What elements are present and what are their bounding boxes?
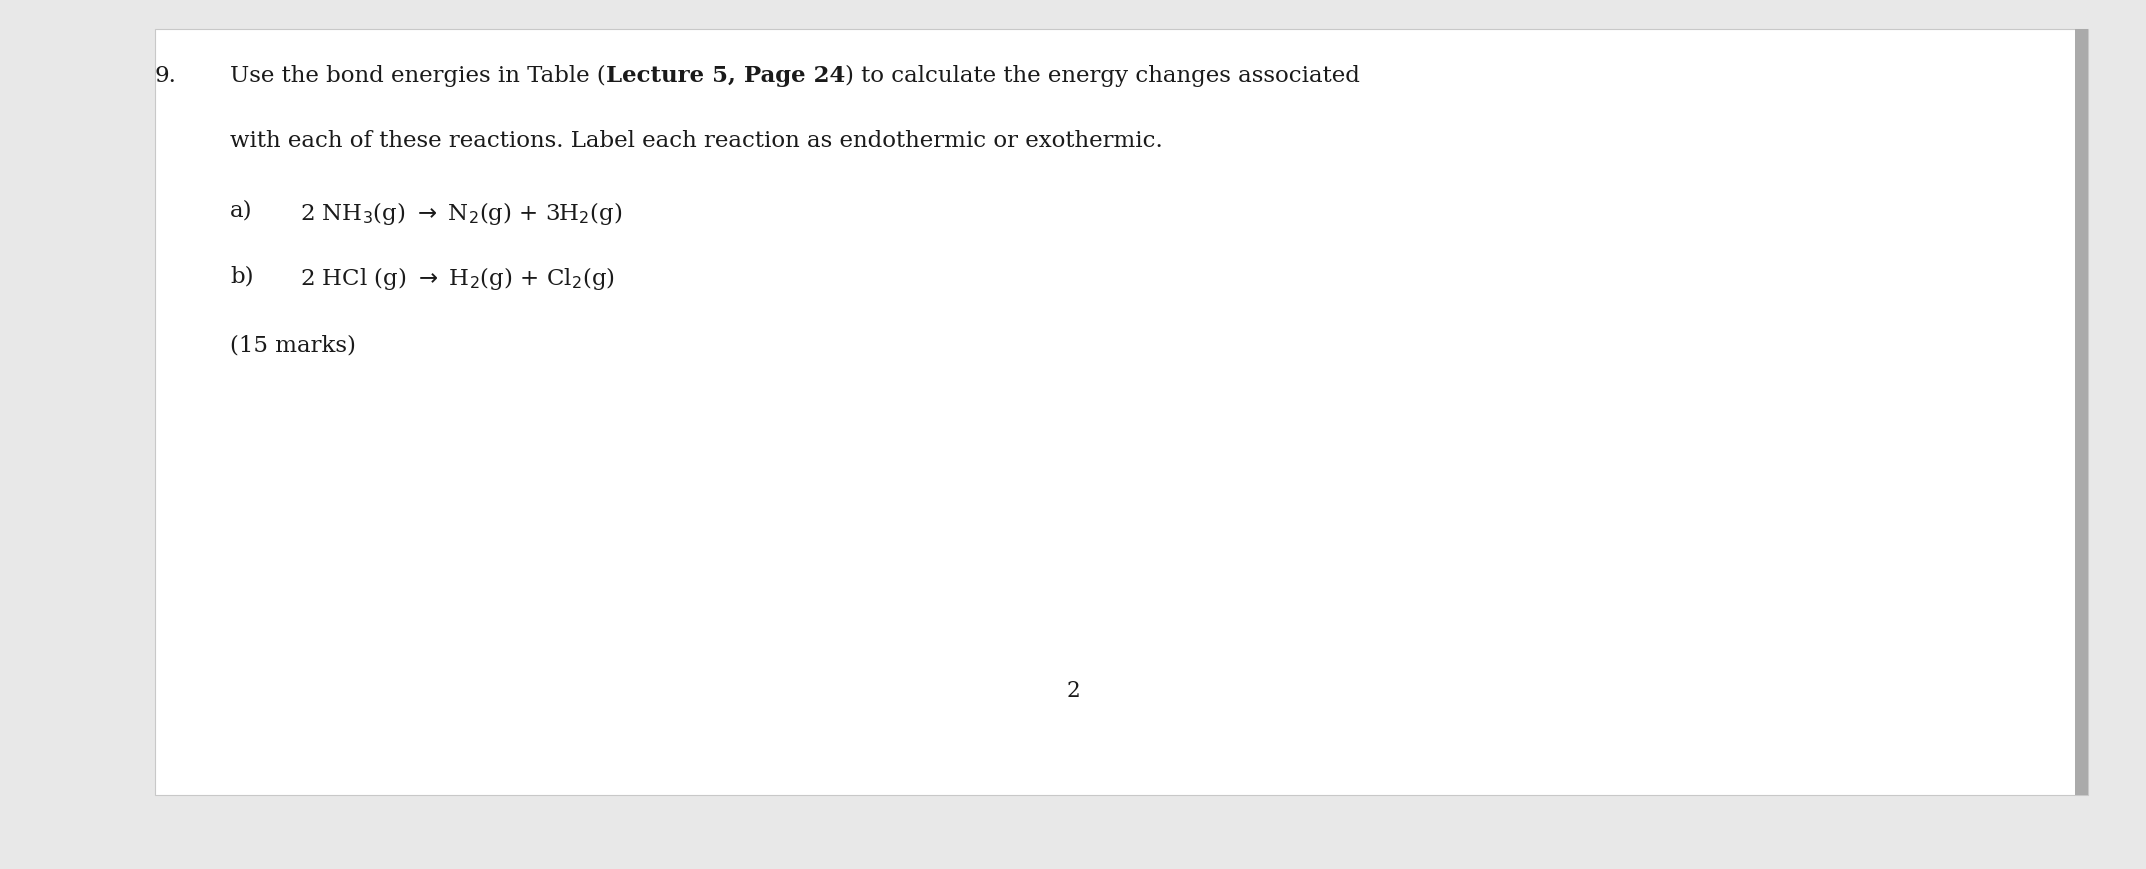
Text: 2 NH$_3$(g) $\rightarrow$ N$_2$(g) + 3H$_2$(g): 2 NH$_3$(g) $\rightarrow$ N$_2$(g) + 3H$… <box>300 200 622 227</box>
Text: ) to calculate the energy changes associated: ) to calculate the energy changes associ… <box>846 65 1361 87</box>
Text: (15 marks): (15 marks) <box>230 335 356 356</box>
Bar <box>155 30 2088 795</box>
Text: 2: 2 <box>1067 680 1079 701</box>
Text: 9.: 9. <box>155 65 176 87</box>
Text: b): b) <box>230 265 253 287</box>
Text: a): a) <box>230 200 253 222</box>
Bar <box>2075 30 2088 795</box>
Text: Lecture 5, Page 24: Lecture 5, Page 24 <box>605 65 846 87</box>
Text: Use the bond energies in Table (: Use the bond energies in Table ( <box>230 65 605 87</box>
Text: 2 HCl (g) $\rightarrow$ H$_2$(g) + Cl$_2$(g): 2 HCl (g) $\rightarrow$ H$_2$(g) + Cl$_2… <box>300 265 614 292</box>
Text: with each of these reactions. Label each reaction as endothermic or exothermic.: with each of these reactions. Label each… <box>230 129 1163 152</box>
